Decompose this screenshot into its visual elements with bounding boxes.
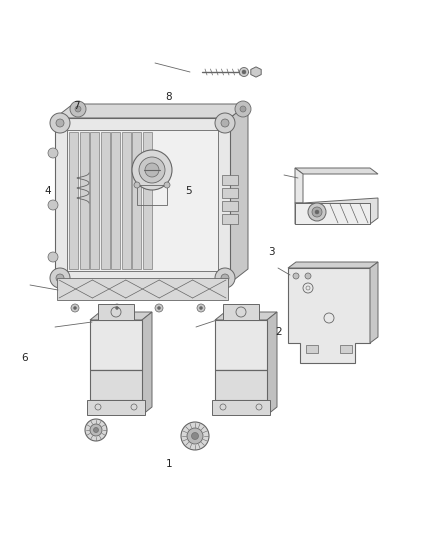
Polygon shape bbox=[142, 312, 152, 415]
Polygon shape bbox=[55, 104, 248, 118]
Circle shape bbox=[215, 113, 235, 133]
Circle shape bbox=[75, 106, 81, 112]
Circle shape bbox=[48, 148, 58, 158]
Polygon shape bbox=[295, 168, 303, 203]
Bar bbox=[90, 320, 142, 369]
Circle shape bbox=[71, 304, 79, 312]
Circle shape bbox=[293, 273, 299, 279]
Circle shape bbox=[132, 150, 172, 190]
Circle shape bbox=[199, 306, 202, 310]
Circle shape bbox=[50, 268, 70, 288]
Circle shape bbox=[305, 273, 311, 279]
Circle shape bbox=[158, 306, 160, 310]
Bar bbox=[98, 304, 134, 320]
Circle shape bbox=[235, 101, 251, 117]
Polygon shape bbox=[67, 130, 218, 271]
Circle shape bbox=[221, 119, 229, 127]
Text: 1: 1 bbox=[165, 459, 172, 469]
Circle shape bbox=[240, 68, 248, 77]
Circle shape bbox=[116, 306, 119, 310]
Circle shape bbox=[191, 432, 198, 440]
Text: 3: 3 bbox=[268, 247, 275, 256]
Circle shape bbox=[48, 252, 58, 262]
Bar bbox=[100, 132, 110, 269]
Circle shape bbox=[308, 203, 326, 221]
Bar bbox=[121, 132, 131, 269]
Polygon shape bbox=[55, 118, 230, 283]
Circle shape bbox=[164, 182, 170, 188]
Polygon shape bbox=[90, 312, 152, 320]
Circle shape bbox=[145, 163, 159, 177]
Bar bbox=[212, 400, 270, 415]
Circle shape bbox=[74, 306, 77, 310]
Text: 5: 5 bbox=[185, 186, 192, 196]
Circle shape bbox=[155, 304, 163, 312]
Bar bbox=[222, 175, 238, 185]
Polygon shape bbox=[295, 203, 370, 224]
Bar bbox=[90, 132, 99, 269]
Bar bbox=[215, 320, 267, 369]
Circle shape bbox=[70, 101, 86, 117]
Bar bbox=[142, 132, 152, 269]
Text: 4: 4 bbox=[44, 186, 51, 196]
Text: 8: 8 bbox=[165, 92, 172, 102]
Circle shape bbox=[221, 274, 229, 282]
Circle shape bbox=[113, 304, 121, 312]
Circle shape bbox=[50, 113, 70, 133]
Text: 6: 6 bbox=[21, 353, 28, 363]
Circle shape bbox=[139, 157, 165, 183]
Text: 2: 2 bbox=[275, 327, 282, 336]
Circle shape bbox=[56, 119, 64, 127]
Polygon shape bbox=[295, 168, 378, 174]
Circle shape bbox=[312, 207, 322, 217]
Polygon shape bbox=[288, 262, 378, 268]
Polygon shape bbox=[295, 198, 378, 224]
Circle shape bbox=[90, 424, 102, 436]
Bar bbox=[222, 214, 238, 224]
Bar bbox=[340, 345, 352, 353]
Circle shape bbox=[240, 106, 246, 112]
Bar bbox=[87, 400, 145, 415]
Circle shape bbox=[315, 210, 319, 214]
Circle shape bbox=[181, 422, 209, 450]
Polygon shape bbox=[370, 262, 378, 343]
Polygon shape bbox=[230, 104, 248, 283]
Bar bbox=[90, 369, 142, 400]
Polygon shape bbox=[288, 268, 370, 363]
Bar bbox=[223, 304, 259, 320]
Circle shape bbox=[48, 200, 58, 210]
Bar bbox=[57, 278, 228, 300]
Bar bbox=[80, 132, 88, 269]
Bar bbox=[132, 132, 141, 269]
Bar bbox=[111, 132, 120, 269]
Circle shape bbox=[56, 274, 64, 282]
Bar bbox=[306, 345, 318, 353]
Polygon shape bbox=[251, 67, 261, 77]
Text: 7: 7 bbox=[73, 101, 80, 110]
Circle shape bbox=[242, 70, 246, 74]
Circle shape bbox=[134, 182, 140, 188]
Bar bbox=[215, 369, 267, 400]
Circle shape bbox=[93, 427, 99, 432]
Circle shape bbox=[215, 268, 235, 288]
Bar bbox=[222, 201, 238, 211]
Bar bbox=[222, 188, 238, 198]
Circle shape bbox=[85, 419, 107, 441]
Circle shape bbox=[187, 428, 203, 444]
Polygon shape bbox=[215, 312, 277, 320]
Circle shape bbox=[197, 304, 205, 312]
Polygon shape bbox=[267, 312, 277, 415]
Bar bbox=[69, 132, 78, 269]
